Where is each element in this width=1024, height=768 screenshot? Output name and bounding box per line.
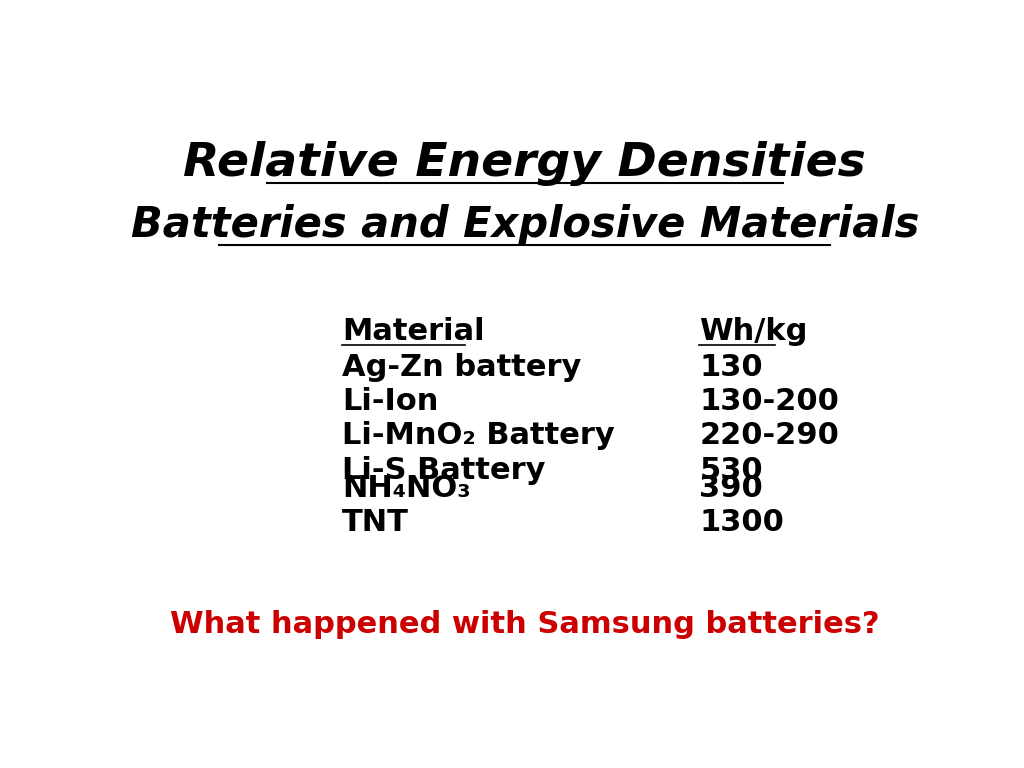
Text: Material: Material bbox=[342, 317, 485, 346]
Text: Li-S Battery: Li-S Battery bbox=[342, 455, 546, 485]
Text: 390: 390 bbox=[699, 474, 763, 503]
Text: TNT: TNT bbox=[342, 508, 410, 537]
Text: 530: 530 bbox=[699, 455, 763, 485]
Text: Batteries and Explosive Materials: Batteries and Explosive Materials bbox=[131, 204, 919, 247]
Text: 220-290: 220-290 bbox=[699, 421, 840, 450]
Text: 130-200: 130-200 bbox=[699, 387, 840, 416]
Text: What happened with Samsung batteries?: What happened with Samsung batteries? bbox=[170, 610, 880, 639]
Text: Ag-Zn battery: Ag-Zn battery bbox=[342, 353, 582, 382]
Text: NH₄NO₃: NH₄NO₃ bbox=[342, 474, 471, 503]
Text: 1300: 1300 bbox=[699, 508, 784, 537]
Text: Wh/kg: Wh/kg bbox=[699, 317, 808, 346]
Text: Li-MnO₂ Battery: Li-MnO₂ Battery bbox=[342, 421, 615, 450]
Text: Relative Energy Densities: Relative Energy Densities bbox=[183, 141, 866, 186]
Text: 130: 130 bbox=[699, 353, 763, 382]
Text: Li-Ion: Li-Ion bbox=[342, 387, 438, 416]
